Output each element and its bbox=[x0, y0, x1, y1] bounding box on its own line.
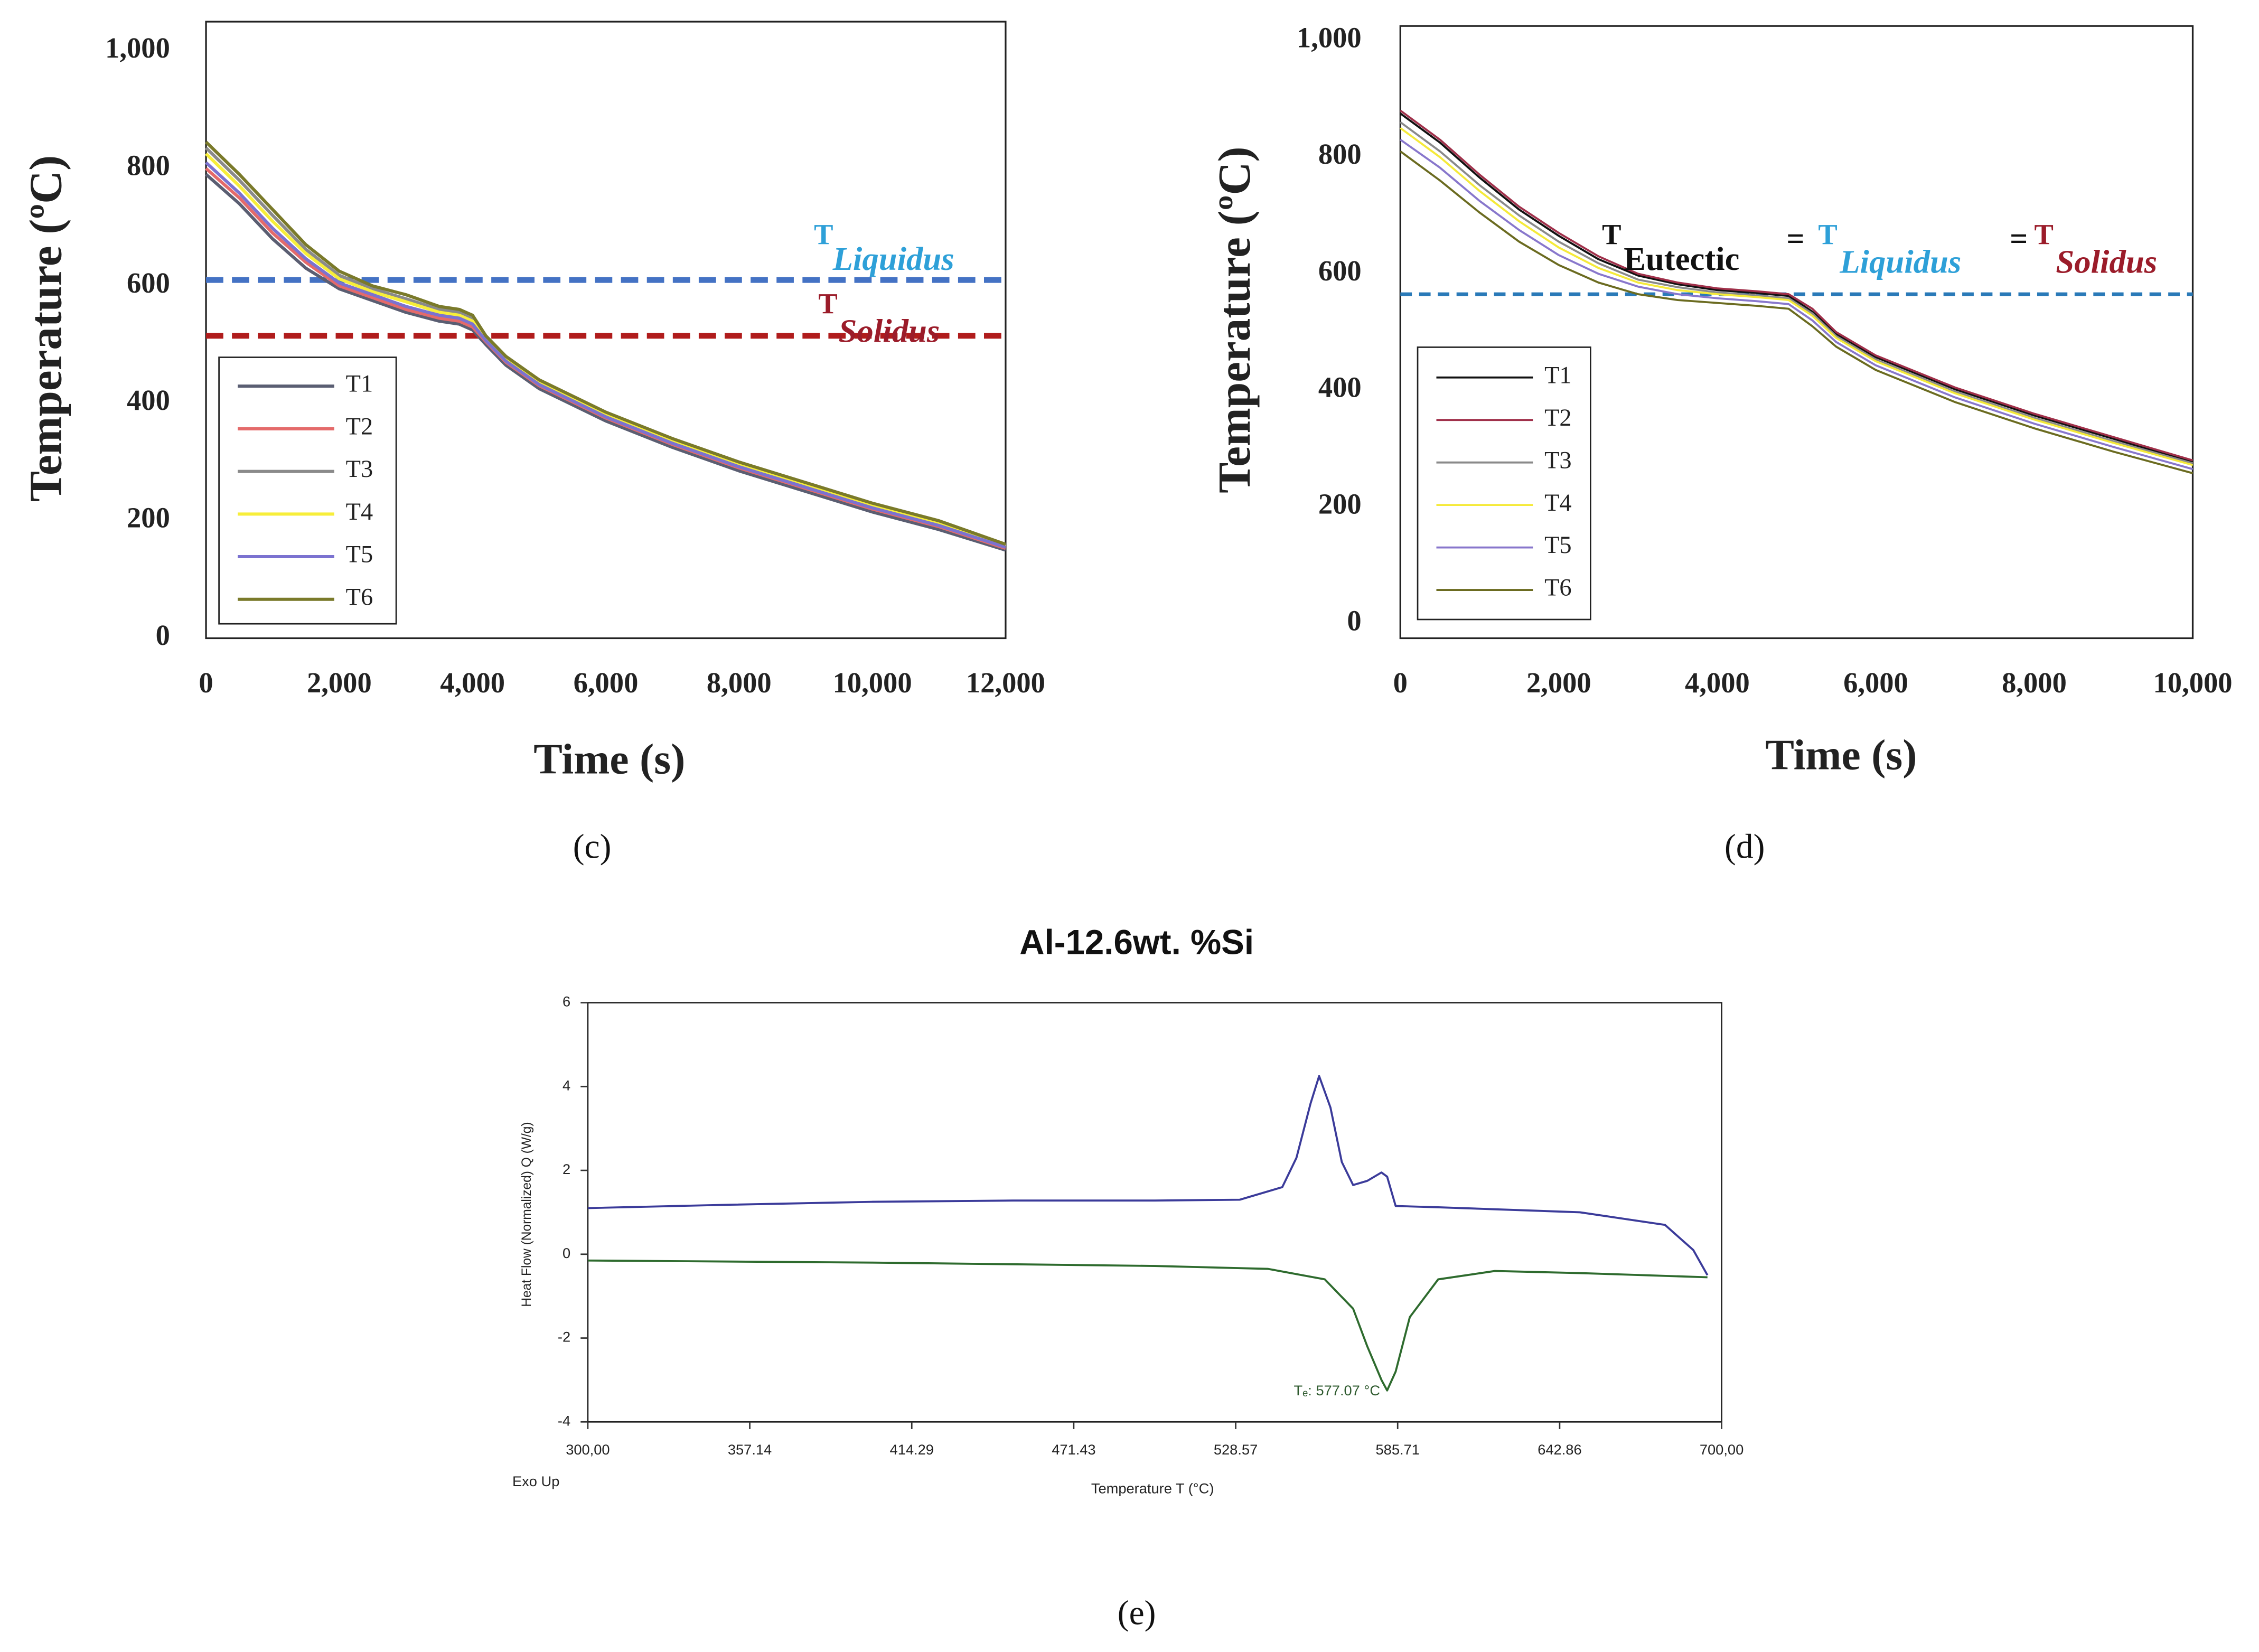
y-tick-label: 800 bbox=[1318, 138, 1362, 170]
x-tick-label: 357.14 bbox=[728, 1441, 772, 1458]
x-tick-label: 6,000 bbox=[1843, 667, 1908, 699]
annotation-symbol: T bbox=[2034, 219, 2053, 251]
series-line bbox=[204, 140, 1006, 546]
x-tick-label: 12,000 bbox=[966, 667, 1045, 699]
y-tick-label: 2 bbox=[563, 1161, 570, 1177]
series-line bbox=[1400, 121, 2194, 465]
x-axis-title: Temperature T (°C) bbox=[1091, 1480, 1214, 1497]
y-axis-title: Heat Flow (Normalized) Q (W/g) bbox=[520, 1122, 534, 1307]
annotation-subscript: Solidus bbox=[2056, 243, 2157, 280]
y-axis-title: Temperature (ºC) bbox=[1208, 146, 1260, 493]
x-tick-label: 2,000 bbox=[307, 667, 372, 699]
y-tick-label: 6 bbox=[563, 993, 570, 1010]
note: Exo Up bbox=[512, 1473, 559, 1489]
x-tick-label: 414.29 bbox=[890, 1441, 934, 1458]
y-tick-label: 600 bbox=[1318, 255, 1362, 287]
y-tick-label: 200 bbox=[127, 502, 170, 534]
annotation-symbol: T bbox=[814, 219, 833, 251]
y-tick-label: 4 bbox=[563, 1077, 570, 1094]
series-line bbox=[1400, 138, 2194, 471]
x-tick-label: 4,000 bbox=[440, 667, 505, 699]
series-line bbox=[1400, 151, 2194, 474]
annotation: = bbox=[2010, 221, 2028, 256]
chart-title: Al-12.6wt. %Si bbox=[1019, 923, 1254, 962]
y-tick-label: -2 bbox=[558, 1329, 570, 1345]
annotation-subscript: Liquidus bbox=[1839, 243, 1961, 280]
annotation-subscript: Eutectic bbox=[1624, 240, 1739, 277]
x-tick-label: 2,000 bbox=[1526, 667, 1591, 699]
x-tick-label: 10,000 bbox=[833, 667, 912, 699]
annotation: = bbox=[1786, 221, 1804, 256]
y-tick-label: 600 bbox=[127, 267, 170, 299]
legend-label: T2 bbox=[346, 413, 373, 440]
annotation-subscript: Liquidus bbox=[832, 240, 954, 277]
plot-frame bbox=[1399, 25, 2194, 640]
y-axis-title: Temperature (ºC) bbox=[20, 155, 71, 502]
legend-label: T3 bbox=[1544, 447, 1572, 474]
y-tick-label: 0 bbox=[156, 619, 170, 651]
legend-box bbox=[218, 356, 397, 625]
x-tick-label: 642.86 bbox=[1538, 1441, 1581, 1458]
caption: (c) bbox=[573, 828, 612, 866]
y-tick-label: 1,000 bbox=[1297, 21, 1362, 53]
legend-label: T1 bbox=[1544, 362, 1572, 389]
annotation: Tₑ: 577.07 °C bbox=[1294, 1382, 1381, 1398]
series-line bbox=[587, 1075, 1709, 1276]
legend-label: T4 bbox=[346, 499, 373, 525]
x-tick-label: 10,000 bbox=[2153, 667, 2233, 699]
legend-label: T6 bbox=[1544, 575, 1572, 602]
x-tick-label: 0 bbox=[199, 667, 213, 699]
annotation-subscript: Solidus bbox=[839, 312, 940, 349]
y-tick-label: 0 bbox=[1347, 604, 1361, 636]
y-tick-label: 0 bbox=[563, 1245, 570, 1261]
annotation-symbol: T bbox=[818, 288, 837, 320]
x-axis-title: Time (s) bbox=[1765, 730, 1917, 778]
caption: (d) bbox=[1724, 828, 1765, 866]
x-axis-title: Time (s) bbox=[533, 735, 685, 783]
x-tick-label: 528.57 bbox=[1214, 1441, 1258, 1458]
series-line bbox=[205, 173, 1006, 552]
plot-frame bbox=[205, 21, 1007, 640]
legend-label: T5 bbox=[1544, 532, 1572, 559]
legend-label: T2 bbox=[1544, 405, 1572, 431]
annotation-symbol: T bbox=[1818, 219, 1837, 251]
annotation-symbol: T bbox=[1602, 219, 1621, 251]
legend-label: T5 bbox=[346, 541, 373, 568]
x-tick-label: 471.43 bbox=[1052, 1441, 1095, 1458]
series-line bbox=[1400, 112, 2194, 463]
x-tick-label: 8,000 bbox=[2002, 667, 2067, 699]
x-tick-label: 8,000 bbox=[707, 667, 772, 699]
series-line bbox=[587, 1259, 1708, 1392]
legend-label: T3 bbox=[346, 456, 373, 483]
legend-label: T4 bbox=[1544, 490, 1572, 517]
x-tick-label: 700,00 bbox=[1700, 1441, 1744, 1458]
y-tick-label: -4 bbox=[558, 1413, 570, 1429]
y-tick-label: 400 bbox=[1318, 371, 1362, 403]
caption: (e) bbox=[1118, 1594, 1156, 1632]
y-tick-label: 800 bbox=[127, 149, 170, 181]
series-line bbox=[205, 161, 1006, 549]
legend-label: T6 bbox=[346, 584, 373, 611]
x-tick-label: 0 bbox=[1393, 667, 1408, 699]
x-tick-label: 300,00 bbox=[566, 1441, 610, 1458]
y-tick-label: 400 bbox=[127, 384, 170, 416]
legend-box bbox=[1417, 346, 1591, 621]
x-tick-label: 585.71 bbox=[1376, 1441, 1420, 1458]
y-tick-label: 200 bbox=[1318, 488, 1362, 520]
series-line bbox=[1400, 127, 2194, 466]
legend-label: T1 bbox=[346, 371, 373, 398]
plot-frame bbox=[587, 1002, 1722, 1423]
series-line bbox=[1400, 109, 2194, 462]
y-tick-label: 1,000 bbox=[105, 32, 170, 64]
x-tick-label: 4,000 bbox=[1685, 667, 1750, 699]
x-tick-label: 6,000 bbox=[574, 667, 639, 699]
